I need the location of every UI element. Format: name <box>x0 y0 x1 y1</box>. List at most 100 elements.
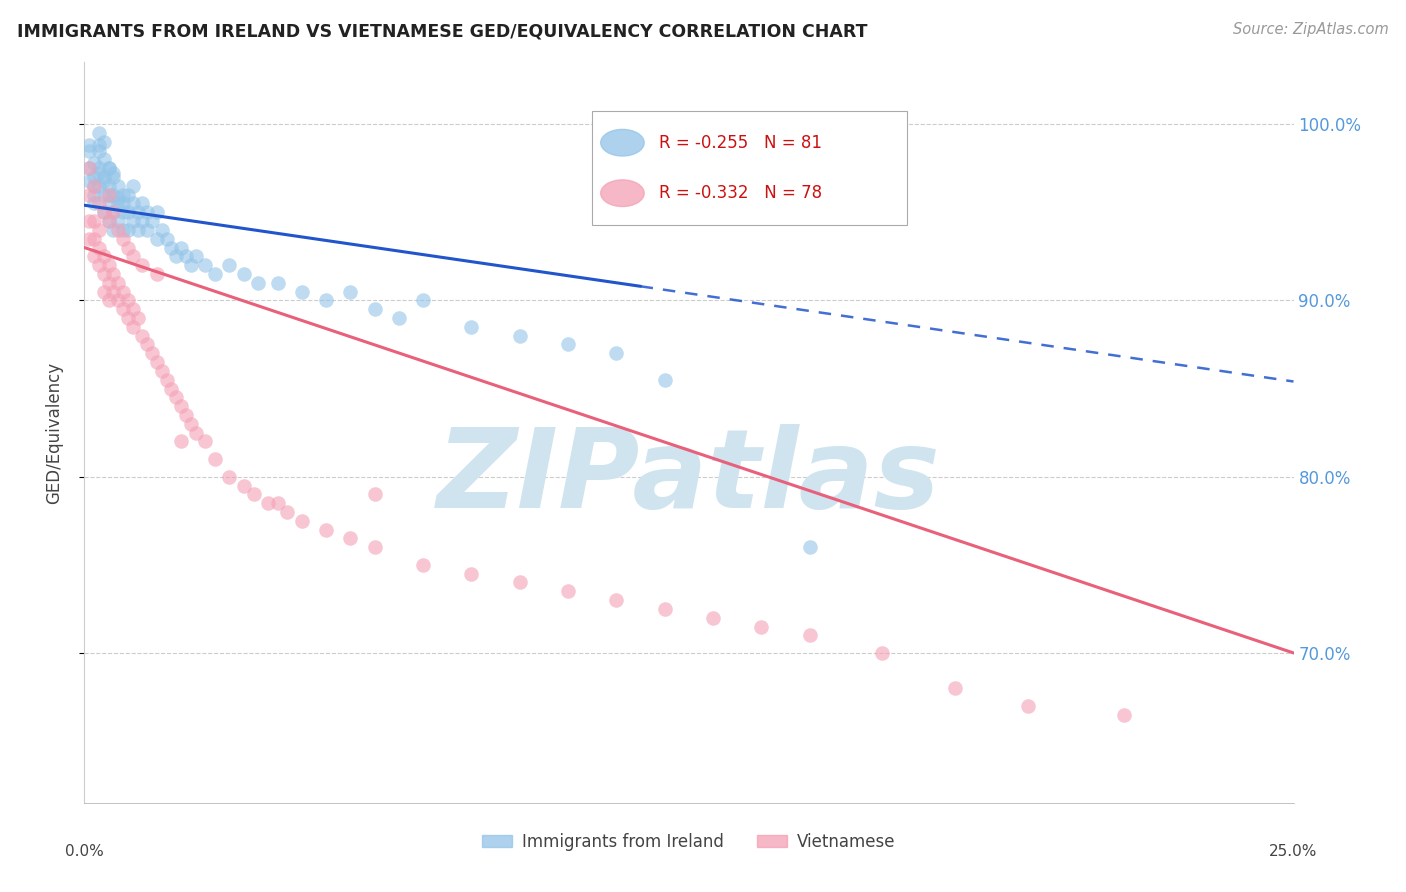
Point <box>97 187 120 202</box>
Point <box>97 161 120 176</box>
Point <box>77 214 100 228</box>
Point <box>557 337 579 351</box>
Point <box>412 558 434 572</box>
Point <box>93 187 115 202</box>
Point <box>87 196 110 211</box>
Point <box>291 514 314 528</box>
Point <box>872 646 894 660</box>
Point <box>184 249 207 263</box>
Point <box>87 178 110 193</box>
Point <box>170 434 193 449</box>
Point <box>112 223 135 237</box>
Point <box>93 249 115 263</box>
Point <box>87 223 110 237</box>
Point <box>93 173 115 187</box>
Point <box>204 452 226 467</box>
Point <box>509 575 531 590</box>
Point <box>146 355 169 369</box>
Point <box>97 214 120 228</box>
Point <box>160 382 183 396</box>
Point <box>83 178 105 193</box>
Point <box>112 232 135 246</box>
Point <box>107 293 129 308</box>
Point <box>87 144 110 158</box>
Point <box>174 249 197 263</box>
Point <box>117 223 139 237</box>
Point <box>107 223 129 237</box>
Point <box>117 205 139 219</box>
Point <box>388 311 411 326</box>
Point <box>83 196 105 211</box>
Point <box>93 153 115 167</box>
Point <box>77 144 100 158</box>
Point <box>107 276 129 290</box>
Point <box>77 161 100 176</box>
Point <box>184 425 207 440</box>
Point <box>121 319 143 334</box>
Point <box>103 205 125 219</box>
Point <box>654 373 676 387</box>
Point <box>799 540 821 554</box>
Point <box>204 267 226 281</box>
Point <box>93 267 115 281</box>
Point <box>83 232 105 246</box>
Point <box>93 169 115 184</box>
Point <box>131 328 153 343</box>
Point <box>87 166 110 180</box>
Point <box>103 166 125 180</box>
Point <box>702 611 724 625</box>
Point <box>267 276 290 290</box>
Point <box>218 258 240 272</box>
Point <box>165 249 187 263</box>
Point <box>136 223 159 237</box>
Point <box>150 223 173 237</box>
Point <box>141 346 163 360</box>
Point <box>1114 707 1136 722</box>
Point <box>121 196 143 211</box>
Point <box>315 293 337 308</box>
Point <box>131 196 153 211</box>
Point <box>87 258 110 272</box>
Point <box>751 619 773 633</box>
Point <box>121 214 143 228</box>
Point <box>97 161 120 176</box>
Point <box>112 285 135 299</box>
Point <box>97 178 120 193</box>
Point <box>276 505 298 519</box>
Text: Source: ZipAtlas.com: Source: ZipAtlas.com <box>1233 22 1389 37</box>
Point <box>97 258 120 272</box>
Point <box>146 205 169 219</box>
Point <box>174 408 197 422</box>
Point <box>77 187 100 202</box>
Point <box>87 240 110 254</box>
Point <box>87 161 110 176</box>
Point <box>141 214 163 228</box>
Point <box>97 196 120 211</box>
Point <box>131 258 153 272</box>
Point <box>315 523 337 537</box>
Point <box>160 240 183 254</box>
Point <box>136 205 159 219</box>
Point <box>146 267 169 281</box>
Point <box>267 496 290 510</box>
Circle shape <box>600 129 644 156</box>
Point <box>107 214 129 228</box>
Point <box>103 267 125 281</box>
Point <box>121 302 143 317</box>
Point <box>233 478 256 492</box>
Point <box>77 161 100 176</box>
Point <box>150 364 173 378</box>
Point <box>83 156 105 170</box>
Point <box>460 319 482 334</box>
Point <box>127 311 149 326</box>
Text: 0.0%: 0.0% <box>65 844 104 858</box>
Point <box>194 434 217 449</box>
Point <box>83 187 105 202</box>
Point <box>605 593 627 607</box>
Point <box>155 232 177 246</box>
Point <box>77 232 100 246</box>
Point <box>799 628 821 642</box>
Point <box>291 285 314 299</box>
Point <box>943 681 966 696</box>
Text: 25.0%: 25.0% <box>1270 844 1317 858</box>
